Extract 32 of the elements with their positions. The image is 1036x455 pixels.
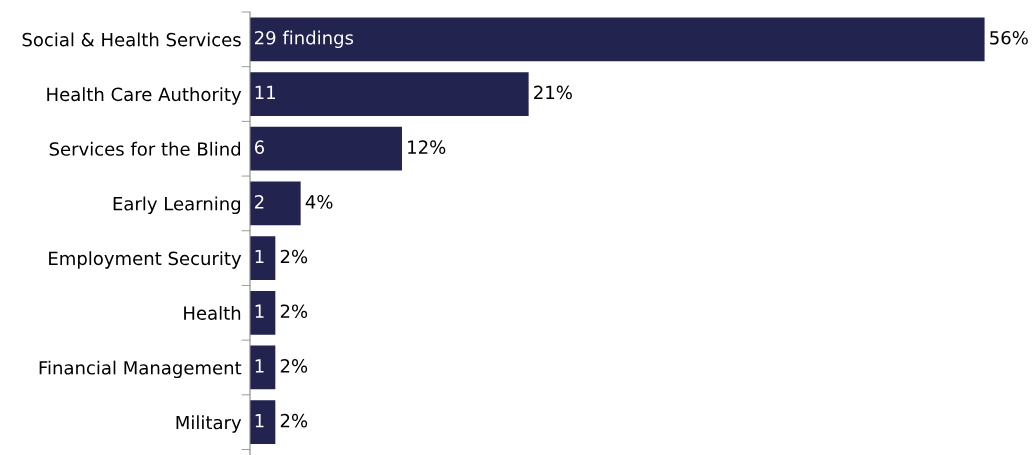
bar [250,400,276,445]
y-tick-label: Social & Health Services [22,32,241,47]
y-tick-label: Financial Management [39,360,242,379]
annotation: 21% [534,85,572,100]
data-label: 6 [254,140,265,154]
bar [250,181,301,226]
annotation: 2% [280,413,308,428]
data-label: 29 findings [255,30,354,49]
annotation: 2% [280,304,308,319]
annotation: 4% [305,195,333,209]
y-tick-label: Early Learning [113,196,241,215]
data-label: 1 [255,249,264,264]
y-tick-label: Military [176,415,242,433]
bar [250,72,529,116]
bar [250,290,276,335]
data-label: 11 [255,85,275,100]
annotation: 2% [280,249,308,264]
data-label: 1 [255,304,264,318]
data-label: 1 [255,359,264,373]
annotation: 56% [990,30,1028,45]
annotation: 12% [408,140,446,154]
y-tick-label: Health [184,305,241,320]
bar [250,236,276,280]
y-tick-label: Health Care Authority [47,87,242,105]
annotation: 2% [280,359,308,373]
bar [250,345,276,390]
y-tick-label: Employment Security [49,251,242,269]
data-label: 1 [255,414,264,428]
y-tick-label: Services for the Blind [49,141,241,156]
bar [250,126,402,171]
bar [250,17,985,62]
data-label: 2 [255,195,264,209]
